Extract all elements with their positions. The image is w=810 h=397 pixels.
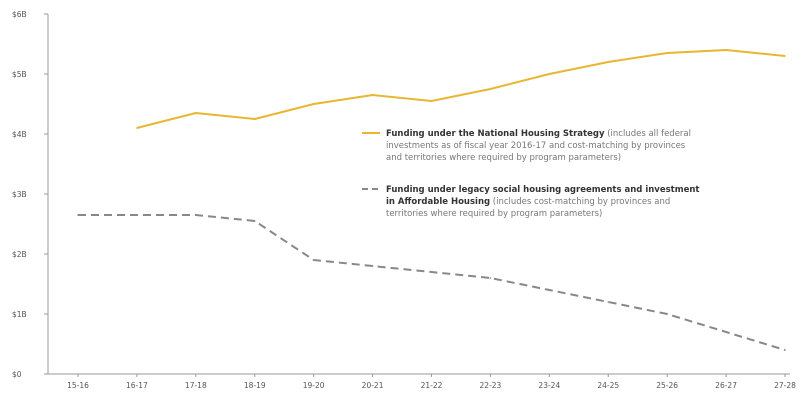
legend-label-detail: (includes all federal <box>605 129 692 139</box>
legend-label-detail: investments as of fiscal year 2016-17 an… <box>386 141 686 151</box>
legend-entry-legacy-social-housing: in Affordable Housing (includes cost-mat… <box>386 197 670 207</box>
data-point <box>136 127 138 129</box>
data-point <box>548 73 551 75</box>
data-point <box>784 349 786 351</box>
y-tick-label: $6B <box>12 10 27 19</box>
x-tick-label: 21-22 <box>421 381 443 390</box>
legend-entry-national-housing-strategy: Funding under the National Housing Strat… <box>386 129 691 139</box>
x-tick-label: 19-20 <box>303 381 325 390</box>
data-point <box>548 289 551 291</box>
data-point <box>666 313 668 315</box>
x-tick-label: 26-27 <box>715 381 737 390</box>
data-point <box>607 301 610 303</box>
data-point <box>253 118 256 120</box>
x-tick-label: 23-24 <box>538 381 560 390</box>
x-axis-ticks: 15-16 16-17 17-18 18-19 19-20 20-21 21-22 22-23… <box>67 374 796 390</box>
x-tick-label: 15-16 <box>67 381 89 390</box>
data-point <box>136 214 138 216</box>
legend-label-detail: territories where required by program pa… <box>386 209 602 219</box>
y-tick-label: $2B <box>12 250 27 259</box>
x-tick-label: 20-21 <box>362 381 384 390</box>
data-point <box>312 103 315 105</box>
y-axis-ticks: $0 $1B $2B $3B $4B $5B $6B <box>12 10 48 379</box>
data-point <box>430 271 433 273</box>
x-tick-label: 27-28 <box>774 381 796 390</box>
data-point <box>77 214 79 216</box>
data-point <box>489 277 492 279</box>
data-point <box>666 52 668 54</box>
x-tick-label: 18-19 <box>244 381 266 390</box>
x-tick-label: 24-25 <box>597 381 619 390</box>
series-line-legacy-social-housing <box>78 214 786 351</box>
legend-label-bold: Funding under legacy social housing agre… <box>386 185 699 195</box>
x-tick-label: 25-26 <box>656 381 678 390</box>
data-point <box>784 55 786 57</box>
y-tick-label: $1B <box>12 310 27 319</box>
data-point <box>195 112 197 114</box>
data-point <box>607 61 610 63</box>
y-tick-label: $4B <box>12 130 27 139</box>
legend-label-detail: and territories where required by progra… <box>386 153 621 163</box>
y-tick-label: $3B <box>12 190 27 199</box>
y-tick-label: $5B <box>12 70 27 79</box>
data-point <box>430 100 433 102</box>
data-point <box>312 259 315 261</box>
data-point <box>371 94 374 96</box>
data-point <box>489 88 492 90</box>
data-point <box>195 214 197 216</box>
data-point <box>725 49 727 51</box>
legend: Funding under the National Housing Strat… <box>362 129 699 219</box>
x-tick-label: 17-18 <box>185 381 207 390</box>
data-point <box>253 220 256 222</box>
data-point <box>725 331 727 333</box>
legend-label-bold: in Affordable Housing <box>386 197 490 207</box>
legend-label-bold: Funding under the National Housing Strat… <box>386 129 605 139</box>
x-tick-label: 16-17 <box>126 381 148 390</box>
data-point <box>371 265 374 267</box>
legend-label-detail: (includes cost-matching by provinces and <box>490 197 670 207</box>
y-tick-label: $0 <box>12 370 22 379</box>
x-tick-label: 22-23 <box>480 381 502 390</box>
series-layer <box>77 49 786 351</box>
series-line-national-housing-strategy <box>136 49 786 129</box>
